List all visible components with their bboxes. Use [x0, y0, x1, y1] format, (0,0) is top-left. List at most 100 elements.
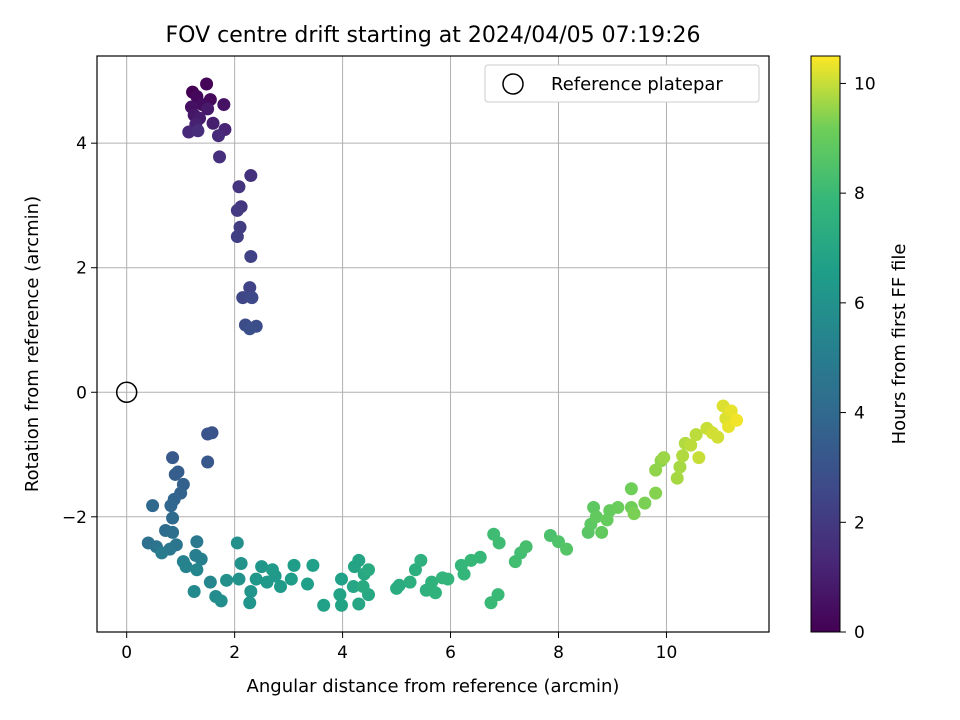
data-point	[428, 586, 442, 600]
data-point	[243, 281, 257, 295]
data-point	[673, 460, 687, 474]
colorbar-tick-label: 6	[854, 294, 865, 314]
data-point	[356, 580, 370, 594]
data-point	[670, 471, 684, 485]
data-point	[692, 451, 706, 465]
data-point	[335, 598, 349, 612]
data-point	[166, 525, 180, 539]
data-point	[333, 588, 347, 602]
data-point	[217, 98, 231, 112]
grid	[97, 56, 769, 632]
data-point	[473, 550, 487, 564]
data-point	[244, 250, 258, 264]
colorbar-gradient	[810, 55, 841, 633]
y-tick-label: 4	[76, 134, 87, 154]
colorbar-tick-label: 4	[854, 404, 865, 424]
data-point	[201, 427, 215, 441]
colorbar: 0 2 4 6 8 10 Hours from first FF file	[810, 55, 910, 643]
colorbar-tick-label: 8	[854, 184, 865, 204]
x-tick-label: 8	[553, 643, 564, 663]
data-point	[403, 575, 417, 589]
data-point	[245, 291, 259, 305]
data-point	[711, 430, 725, 444]
scatter-points	[141, 77, 744, 612]
data-point	[234, 557, 248, 571]
data-point	[611, 500, 625, 514]
legend-entry: Reference platepar	[551, 74, 723, 95]
data-point	[657, 451, 671, 465]
data-point	[560, 542, 574, 556]
y-axis-label: Rotation from reference (arcmin)	[22, 196, 43, 492]
data-point	[220, 573, 234, 587]
data-point	[274, 580, 288, 594]
data-point	[287, 558, 301, 572]
data-point	[244, 585, 258, 599]
x-axis-label: Angular distance from reference (arcmin)	[247, 676, 620, 697]
x-tick-label: 4	[337, 643, 348, 663]
data-point	[211, 129, 225, 143]
data-point	[249, 572, 263, 586]
data-point	[491, 588, 505, 602]
data-point	[301, 577, 315, 591]
data-point	[243, 596, 257, 610]
x-tick-label: 6	[445, 643, 456, 663]
data-point	[203, 575, 217, 589]
data-point	[155, 546, 169, 560]
y-tick-label: 0	[76, 383, 87, 403]
data-point	[392, 578, 406, 592]
data-point	[166, 511, 180, 525]
x-tick-label: 0	[121, 643, 132, 663]
data-point	[492, 536, 506, 550]
data-point	[213, 150, 227, 164]
data-point	[684, 438, 698, 452]
data-point	[232, 180, 246, 194]
data-point	[361, 563, 375, 577]
data-point	[457, 567, 471, 581]
data-point	[146, 499, 160, 513]
data-point	[284, 572, 298, 586]
data-point	[730, 413, 744, 427]
data-point	[425, 575, 439, 589]
plot-frame	[96, 55, 770, 633]
colorbar-label: Hours from first FF file	[889, 244, 910, 445]
y-tick-label: 2	[76, 259, 87, 279]
data-point	[676, 449, 690, 463]
data-point	[244, 169, 258, 183]
y-tick-label: −2	[62, 508, 87, 528]
data-point	[230, 536, 244, 550]
data-point	[346, 580, 360, 594]
colorbar-tick-label: 10	[854, 74, 876, 94]
x-tick-label: 10	[656, 643, 678, 663]
data-point	[230, 203, 244, 217]
reference-platepar-marker	[115, 381, 138, 404]
legend-box	[484, 64, 760, 103]
data-point	[168, 467, 182, 481]
data-point	[414, 553, 428, 567]
x-tick-label: 2	[229, 643, 240, 663]
data-point	[624, 482, 638, 496]
data-point	[352, 597, 366, 611]
data-point	[638, 496, 652, 510]
data-point	[595, 525, 609, 539]
legend: Reference platepar	[484, 64, 760, 103]
data-point	[206, 116, 220, 130]
data-point	[306, 558, 320, 572]
data-point	[191, 124, 205, 138]
data-point	[335, 572, 349, 586]
data-point	[689, 428, 703, 442]
data-point	[190, 535, 204, 549]
data-point	[265, 563, 279, 577]
data-point	[243, 322, 257, 336]
data-point	[317, 598, 331, 612]
data-point	[230, 230, 244, 244]
data-point	[164, 499, 178, 513]
data-point	[589, 510, 603, 524]
data-point	[232, 572, 246, 586]
data-point	[194, 552, 208, 566]
data-point	[236, 291, 250, 305]
data-point	[190, 563, 204, 577]
colorbar-ticks: 0 2 4 6 8 10	[840, 74, 876, 643]
data-point	[441, 572, 455, 586]
data-point	[649, 486, 663, 500]
